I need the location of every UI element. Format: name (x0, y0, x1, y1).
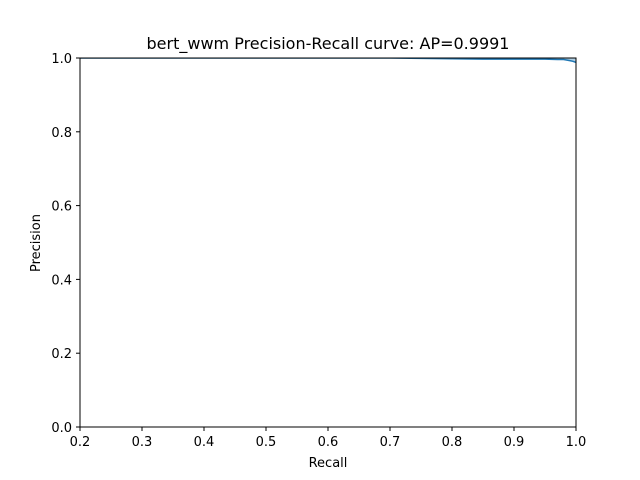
x-tick-label: 0.2 (70, 435, 91, 450)
chart-title: bert_wwm Precision-Recall curve: AP=0.99… (147, 34, 510, 54)
series-0-line (80, 58, 576, 64)
y-tick-label: 0.6 (51, 200, 72, 215)
y-tick-label: 0.8 (51, 126, 72, 141)
x-tick-label: 0.5 (256, 435, 277, 450)
y-tick-label: 0.4 (51, 273, 72, 288)
x-tick-label: 0.7 (380, 435, 401, 450)
x-tick-label: 1.0 (566, 435, 587, 450)
x-axis-title: Recall (309, 456, 348, 471)
axes: 0.2 0.3 0.4 0.5 0.6 0.7 0.8 0.9 1.00.00.20.40.60… (51, 52, 586, 450)
y-axis-title: Precision (29, 214, 44, 272)
x-tick-label: 0.4 (194, 435, 215, 450)
x-tick-label: 0.6 (318, 435, 339, 450)
x-tick-label: 0.8 (442, 435, 463, 450)
x-tick-label: 0.3 (132, 435, 153, 450)
x-tick-label: 0.9 (504, 435, 525, 450)
y-tick-label: 0.2 (51, 347, 72, 362)
y-tick-label: 0.0 (51, 421, 72, 436)
y-tick-label: 1.0 (51, 52, 72, 67)
